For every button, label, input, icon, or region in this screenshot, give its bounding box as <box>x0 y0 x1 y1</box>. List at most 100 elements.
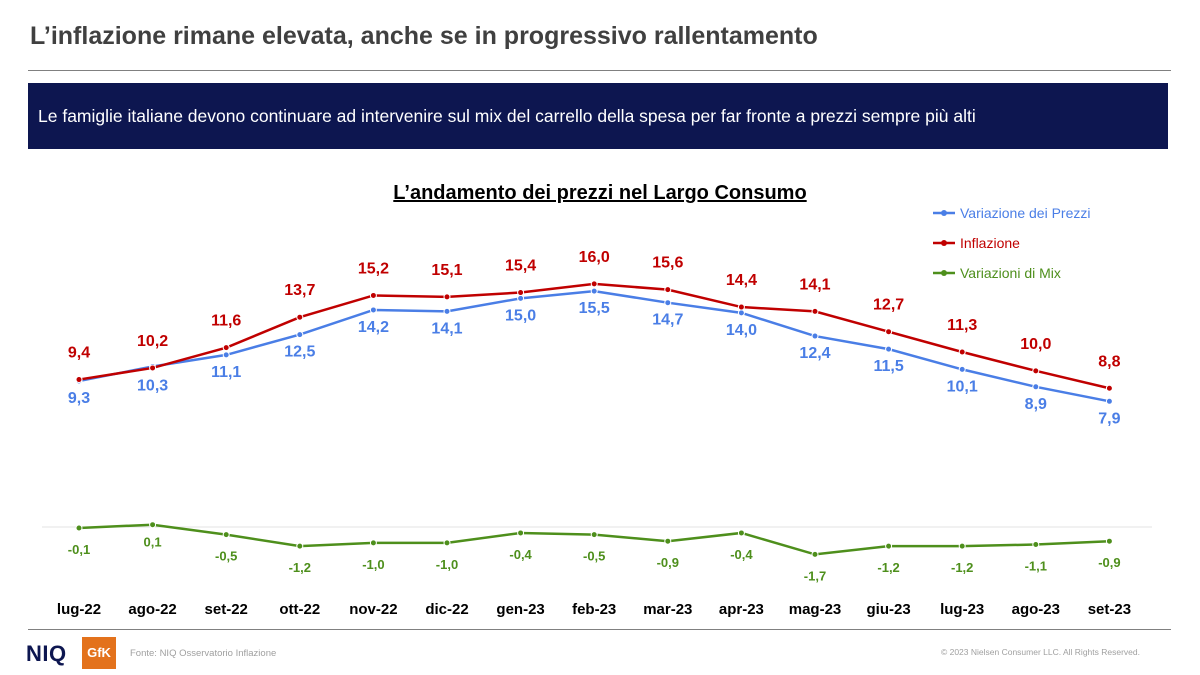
data-label: 15,2 <box>358 260 389 277</box>
data-point <box>885 328 893 336</box>
data-label: 11,6 <box>211 313 241 330</box>
data-point <box>958 348 966 356</box>
headline-banner: Le famiglie italiane devono continuare a… <box>28 83 1168 149</box>
data-point <box>590 280 598 288</box>
page-title: L’inflazione rimane elevata, anche se in… <box>30 22 818 50</box>
data-point <box>958 542 966 550</box>
data-point <box>149 364 157 372</box>
x-tick-label: ago-22 <box>128 601 176 618</box>
data-label: -0,4 <box>509 547 532 562</box>
data-label: -1,2 <box>877 560 899 575</box>
data-label: 16,0 <box>579 249 610 266</box>
legend-label: Variazioni di Mix <box>960 265 1061 281</box>
data-point <box>222 351 230 359</box>
data-label: -1,7 <box>804 568 826 583</box>
data-point <box>1105 384 1113 392</box>
data-point <box>75 524 83 532</box>
data-point <box>1105 397 1113 405</box>
data-point <box>664 537 672 545</box>
x-tick-label: giu-23 <box>867 601 911 618</box>
data-point <box>958 365 966 373</box>
data-point <box>737 529 745 537</box>
x-tick-label: mag-23 <box>789 601 842 618</box>
data-point <box>664 286 672 294</box>
data-label: 14,4 <box>726 272 757 289</box>
x-tick-label: apr-23 <box>719 601 764 618</box>
data-point <box>369 539 377 547</box>
x-tick-label: set-23 <box>1088 601 1131 618</box>
data-point <box>590 531 598 539</box>
x-tick-label: mar-23 <box>643 601 692 618</box>
data-point <box>737 309 745 317</box>
data-label: 7,9 <box>1098 410 1120 427</box>
data-label: 10,3 <box>137 378 168 395</box>
data-point <box>737 303 745 311</box>
data-point <box>369 291 377 299</box>
legend-marker <box>941 240 947 246</box>
x-tick-label: gen-23 <box>496 601 544 618</box>
data-point <box>369 306 377 314</box>
data-point <box>885 345 893 353</box>
data-label: 9,3 <box>68 390 90 407</box>
data-label: -0,9 <box>657 555 679 570</box>
data-point <box>443 307 451 315</box>
data-point <box>222 344 230 352</box>
data-point <box>75 376 83 384</box>
data-label: 15,1 <box>431 262 462 279</box>
data-label: 12,4 <box>799 345 830 362</box>
data-label: -0,5 <box>215 549 237 564</box>
x-tick-label: ott-22 <box>279 601 320 618</box>
data-label: 8,8 <box>1098 353 1120 370</box>
legend-label: Variazione dei Prezzi <box>960 205 1090 221</box>
data-label: 14,1 <box>799 276 830 293</box>
data-point <box>149 521 157 529</box>
data-label: 15,5 <box>579 300 610 317</box>
data-label: 15,4 <box>505 258 536 275</box>
data-point <box>590 287 598 295</box>
data-label: 10,1 <box>947 378 978 395</box>
x-tick-label: dic-22 <box>425 601 468 618</box>
data-label: 0,1 <box>144 535 162 550</box>
data-label: 14,7 <box>652 312 683 329</box>
data-label: 8,9 <box>1025 396 1047 413</box>
x-tick-label: set-22 <box>205 601 248 618</box>
data-label: -0,1 <box>68 542 90 557</box>
x-tick-label: lug-22 <box>57 601 101 618</box>
x-tick-label: feb-23 <box>572 601 616 618</box>
data-label: -1,2 <box>289 560 311 575</box>
chart-title: L’andamento dei prezzi nel Largo Consumo <box>393 182 807 204</box>
data-point <box>443 293 451 301</box>
chart-canvas: 9,3 10,3 11,1 12,5 14,2 14,1 15,0 15,5 14,7 14,0 1… <box>42 205 1152 618</box>
data-point <box>296 542 304 550</box>
data-point <box>664 299 672 307</box>
data-label: -0,4 <box>730 547 753 562</box>
legend-marker <box>941 210 947 216</box>
data-label: -0,9 <box>1098 555 1120 570</box>
title-divider <box>28 70 1171 71</box>
gfk-logo: GfK <box>82 637 116 669</box>
data-point <box>1032 541 1040 548</box>
copyright-note: © 2023 Nielsen Consumer LLC. All Rights … <box>940 647 1140 657</box>
niq-logo: NIQ <box>26 641 67 666</box>
footer-divider <box>28 629 1171 630</box>
data-label: 11,3 <box>947 317 977 334</box>
data-label: 13,7 <box>284 282 315 299</box>
x-tick-label: lug-23 <box>940 601 984 618</box>
data-label: 11,5 <box>873 358 903 375</box>
x-tick-label: ago-23 <box>1012 601 1060 618</box>
data-label: -1,1 <box>1025 559 1047 574</box>
data-point <box>1032 383 1040 391</box>
data-label: -0,5 <box>583 549 605 564</box>
data-label: -1,2 <box>951 560 973 575</box>
data-label: 11,1 <box>211 364 241 381</box>
legend-label: Inflazione <box>960 235 1020 251</box>
x-tick-label: nov-22 <box>349 601 397 618</box>
data-label: 14,1 <box>431 320 462 337</box>
data-label: 15,0 <box>505 307 536 324</box>
data-point <box>296 331 304 339</box>
data-point <box>517 529 525 537</box>
data-point <box>885 542 893 550</box>
data-label: 10,0 <box>1020 336 1051 353</box>
data-point <box>811 307 819 315</box>
data-point <box>517 289 525 297</box>
